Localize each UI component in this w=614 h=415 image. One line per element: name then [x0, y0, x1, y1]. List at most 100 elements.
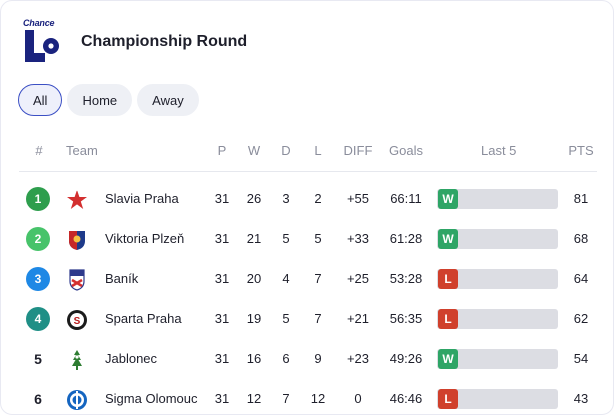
goals-value: 61:28: [389, 231, 423, 246]
rank-badge: 4: [26, 307, 50, 331]
won-value: 20: [246, 271, 262, 286]
played-value: 31: [214, 231, 230, 246]
points-value: 62: [573, 311, 589, 326]
played-value: 31: [214, 271, 230, 286]
drawn-value: 3: [282, 191, 290, 206]
form-result-badge[interactable]: L: [438, 309, 458, 329]
table-row[interactable]: 3 Baník 31 20 4 7 +25 53:28 L 64: [1, 259, 613, 299]
played-value: 31: [214, 351, 230, 366]
points-value: 68: [573, 231, 589, 246]
won-value: 26: [246, 191, 262, 206]
team-name[interactable]: Sparta Praha: [105, 311, 182, 326]
last5-form-track: [437, 349, 558, 369]
last5-form-track: [437, 189, 558, 209]
svg-text:S: S: [74, 316, 81, 327]
played-value: 31: [214, 311, 230, 326]
goals-value: 49:26: [389, 351, 423, 366]
team-name[interactable]: Sigma Olomouc: [105, 391, 198, 406]
drawn-value: 6: [282, 351, 290, 366]
brand-name: Chance: [23, 18, 55, 28]
filter-all-button[interactable]: All: [18, 84, 63, 116]
form-result-badge[interactable]: W: [438, 189, 458, 209]
team-name[interactable]: Slavia Praha: [105, 191, 179, 206]
page-title: Championship Round: [81, 33, 248, 50]
form-result-badge[interactable]: W: [438, 229, 458, 249]
team-name[interactable]: Jablonec: [105, 351, 158, 366]
table-row[interactable]: 6 Sigma Olomouc 31 12 7 12 0 46:46 L 43: [1, 379, 613, 414]
table-row[interactable]: 1 Slavia Praha 31 26 3 2 +55 66:11 W 81: [1, 179, 613, 219]
rank-badge: 1: [26, 187, 50, 211]
lost-value: 9: [314, 351, 322, 366]
points-value: 43: [573, 391, 589, 406]
won-value: 12: [246, 391, 262, 406]
won-value: 19: [246, 311, 262, 326]
team-name[interactable]: Viktoria Plzeň: [105, 231, 185, 246]
table-row[interactable]: 2 Viktoria Plzeň 31 21 5 5 +33 61:28 W 68: [1, 219, 613, 259]
rank-badge: 2: [26, 227, 50, 251]
points-value: 64: [573, 271, 589, 286]
col-drawn[interactable]: D: [281, 143, 291, 158]
team-name[interactable]: Baník: [105, 271, 139, 286]
diff-value: 0: [354, 391, 362, 406]
header-divider: [19, 171, 597, 172]
last5-form-track: [437, 229, 558, 249]
header: Chance Championship Round: [23, 17, 247, 67]
form-result-badge[interactable]: L: [438, 269, 458, 289]
drawn-value: 4: [282, 271, 290, 286]
goals-value: 56:35: [389, 311, 423, 326]
col-diff[interactable]: DIFF: [343, 143, 373, 158]
chance-liga-logo: Chance: [23, 18, 63, 66]
played-value: 31: [214, 191, 230, 206]
lost-value: 7: [314, 311, 322, 326]
lost-value: 2: [314, 191, 322, 206]
sparta-crest-icon: S: [65, 308, 89, 332]
col-goals[interactable]: Goals: [389, 143, 423, 158]
banik-shield-icon: [65, 268, 89, 292]
col-rank[interactable]: #: [35, 143, 43, 158]
col-team[interactable]: Team: [66, 143, 98, 158]
last5-form-track: [437, 389, 558, 409]
last5-form-track: [437, 269, 558, 289]
form-result-badge[interactable]: W: [438, 349, 458, 369]
points-value: 54: [573, 351, 589, 366]
col-won[interactable]: W: [247, 143, 261, 158]
points-value: 81: [573, 191, 589, 206]
table-row[interactable]: 4 S Sparta Praha 31 19 5 7 +21 56:35 L 62: [1, 299, 613, 339]
drawn-value: 5: [282, 231, 290, 246]
won-value: 21: [246, 231, 262, 246]
col-points[interactable]: PTS: [568, 143, 594, 158]
col-lost[interactable]: L: [314, 143, 322, 158]
league-logo-icon: [25, 30, 59, 62]
goals-value: 53:28: [389, 271, 423, 286]
filter-home-button[interactable]: Home: [67, 84, 133, 116]
col-played[interactable]: P: [217, 143, 227, 158]
lost-value: 5: [314, 231, 322, 246]
jablonec-crest-icon: [65, 348, 89, 372]
won-value: 16: [246, 351, 262, 366]
table-row[interactable]: 5 Jablonec 31 16 6 9 +23 49:26 W 54: [1, 339, 613, 379]
last5-form-track: [437, 309, 558, 329]
diff-value: +23: [346, 351, 370, 366]
goals-value: 66:11: [390, 191, 422, 206]
rank-number: 6: [34, 391, 42, 407]
rank-number: 5: [34, 351, 42, 367]
rank-badge: 3: [26, 267, 50, 291]
goals-value: 46:46: [389, 391, 423, 406]
sigma-crest-icon: [65, 388, 89, 412]
filter-tabs: All Home Away: [18, 84, 199, 116]
drawn-value: 7: [282, 391, 290, 406]
plzen-shield-icon: [65, 228, 89, 252]
table-header: # Team P W D L DIFF Goals Last 5 PTS: [1, 141, 613, 161]
lost-value: 7: [314, 271, 322, 286]
diff-value: +33: [346, 231, 370, 246]
played-value: 31: [214, 391, 230, 406]
diff-value: +25: [346, 271, 370, 286]
diff-value: +21: [346, 311, 370, 326]
lost-value: 12: [310, 391, 326, 406]
form-result-badge[interactable]: L: [438, 389, 458, 409]
drawn-value: 5: [282, 311, 290, 326]
filter-away-button[interactable]: Away: [137, 84, 199, 116]
col-last5: Last 5: [481, 143, 517, 158]
diff-value: +55: [346, 191, 370, 206]
